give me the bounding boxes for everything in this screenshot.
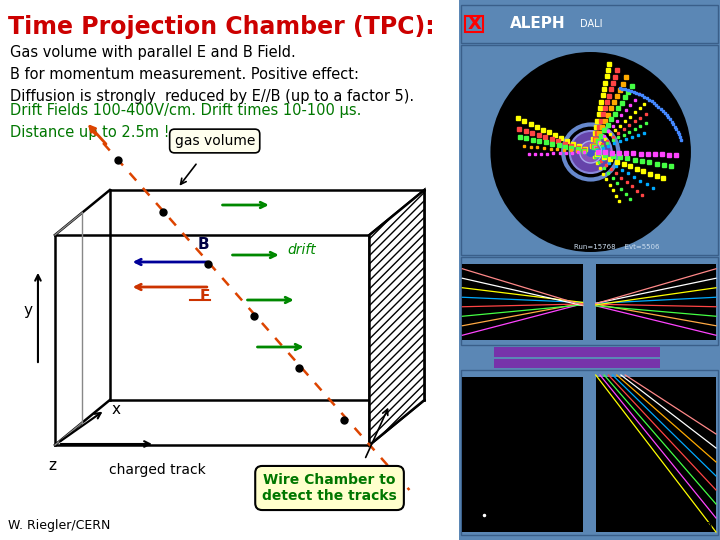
Text: B: B [198,237,210,252]
Polygon shape [369,190,424,445]
Text: Drift Fields 100-400V/cm. Drift times 10-100 μs.
Distance up to 2.5m !: Drift Fields 100-400V/cm. Drift times 10… [10,103,361,140]
Bar [465,16,483,32]
Text: drift: drift [287,243,316,257]
Text: Gas volume with parallel E and B Field.
B for momentum measurement. Positive eff: Gas volume with parallel E and B Field. … [10,45,414,104]
Text: Time Projection Chamber (TPC):: Time Projection Chamber (TPC): [8,15,435,39]
Text: E: E [199,289,210,304]
Text: gas volume: gas volume [174,134,255,148]
Text: ALEPH: ALEPH [510,17,565,31]
Text: x: x [112,402,121,417]
Bar [595,264,716,340]
Ellipse shape [580,141,602,163]
Bar [462,257,718,345]
Bar [595,377,716,532]
Bar [495,347,660,357]
Text: charged track: charged track [109,463,206,477]
Bar [462,5,718,43]
Bar [462,370,718,535]
Ellipse shape [570,131,612,173]
Text: X: X [467,15,482,33]
Ellipse shape [585,147,595,157]
Text: Wire Chamber to
detect the tracks: Wire Chamber to detect the tracks [262,473,397,503]
Text: z: z [48,458,56,473]
Text: Run=15768    Evt=5506: Run=15768 Evt=5506 [575,244,660,250]
Ellipse shape [490,52,691,252]
Bar [462,377,582,532]
Text: DALI: DALI [580,19,602,29]
Text: W. Riegler/CERN: W. Riegler/CERN [8,519,110,532]
Bar [462,264,582,340]
Text: 40: 40 [696,521,713,535]
Text: y: y [24,302,32,318]
Bar [462,45,718,255]
Bar [495,359,660,368]
